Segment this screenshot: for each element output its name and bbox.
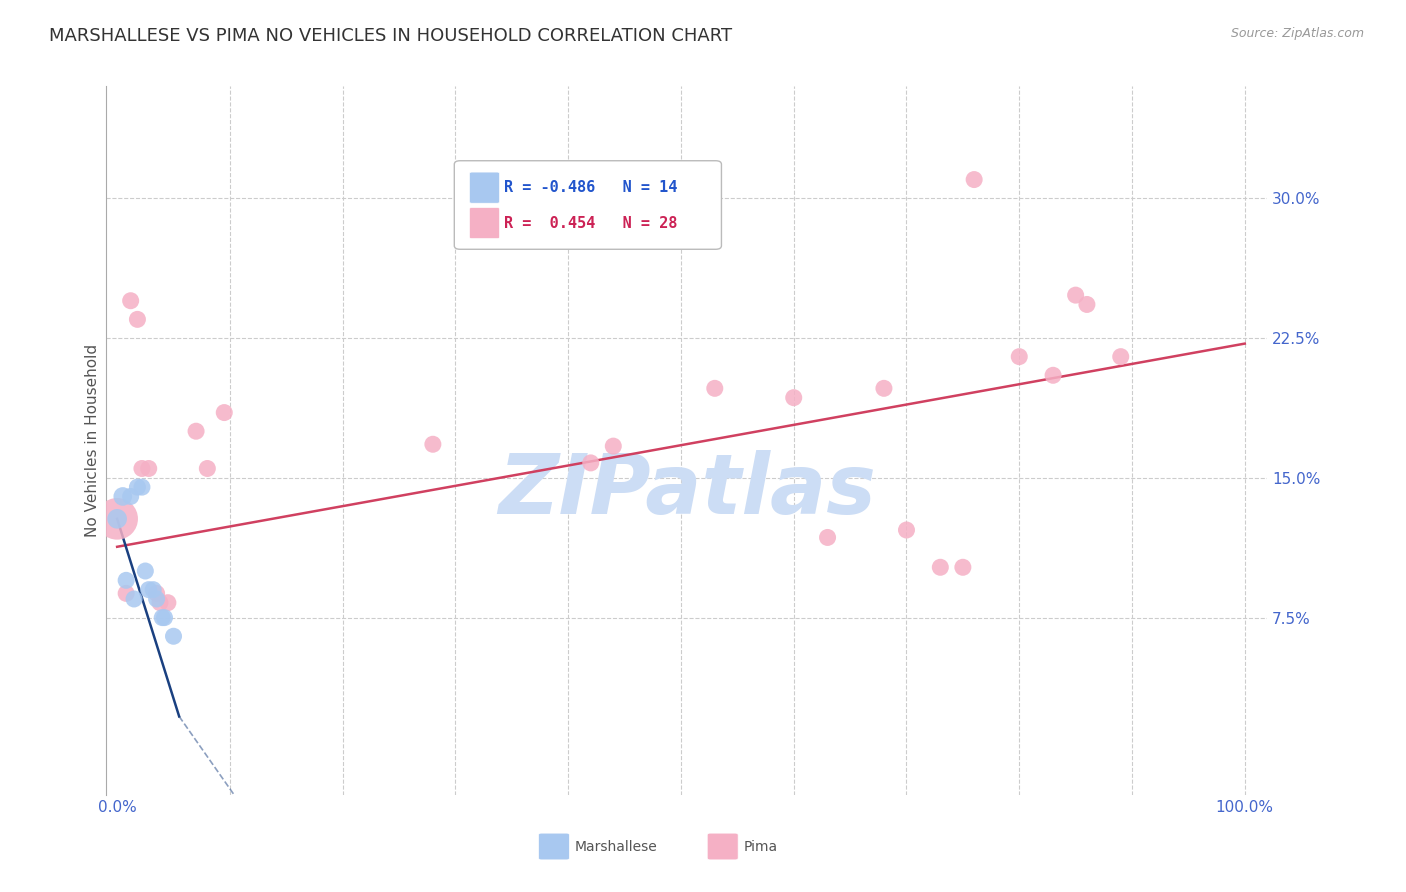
Text: ZIPatlas: ZIPatlas [498, 450, 876, 531]
Point [122, 591, 145, 606]
Y-axis label: No Vehicles in Household: No Vehicles in Household [86, 344, 100, 537]
Point [195, 461, 218, 475]
Point [120, 490, 142, 504]
Point [120, 293, 142, 308]
Point [214, 406, 236, 420]
Point [105, 512, 128, 526]
Point [579, 456, 602, 470]
Point [896, 523, 918, 537]
Point [873, 381, 896, 395]
Point [134, 564, 156, 578]
Point [115, 574, 138, 588]
Point [138, 582, 160, 597]
FancyBboxPatch shape [470, 172, 499, 203]
Point [111, 490, 134, 504]
Point [602, 439, 624, 453]
Point [703, 381, 725, 395]
Point [1064, 288, 1087, 302]
Point [145, 591, 167, 606]
Point [1076, 297, 1098, 311]
Text: Pima: Pima [744, 839, 778, 854]
Point [184, 424, 207, 438]
Point [131, 461, 153, 475]
Point [127, 480, 149, 494]
Text: R =  0.454   N = 28: R = 0.454 N = 28 [505, 216, 678, 230]
Point [156, 596, 179, 610]
Point [783, 391, 806, 405]
Point [153, 610, 176, 624]
Point [149, 596, 172, 610]
Point [145, 586, 167, 600]
Point [142, 582, 165, 597]
Point [115, 586, 138, 600]
FancyBboxPatch shape [470, 208, 499, 239]
Point [929, 560, 952, 574]
Text: R = -0.486   N = 14: R = -0.486 N = 14 [505, 180, 678, 195]
Point [817, 531, 839, 545]
Point [952, 560, 974, 574]
Text: MARSHALLESE VS PIMA NO VEHICLES IN HOUSEHOLD CORRELATION CHART: MARSHALLESE VS PIMA NO VEHICLES IN HOUSE… [49, 27, 733, 45]
Point [1042, 368, 1064, 383]
FancyBboxPatch shape [454, 161, 721, 249]
Point [1109, 350, 1132, 364]
Point [150, 610, 173, 624]
Text: Marshallese: Marshallese [575, 839, 658, 854]
Point [131, 480, 153, 494]
Point [963, 172, 986, 186]
Point [127, 312, 149, 326]
Point [162, 629, 184, 643]
Point [105, 512, 128, 526]
Point [1008, 350, 1031, 364]
Point [422, 437, 444, 451]
Point [138, 461, 160, 475]
Text: Source: ZipAtlas.com: Source: ZipAtlas.com [1230, 27, 1364, 40]
